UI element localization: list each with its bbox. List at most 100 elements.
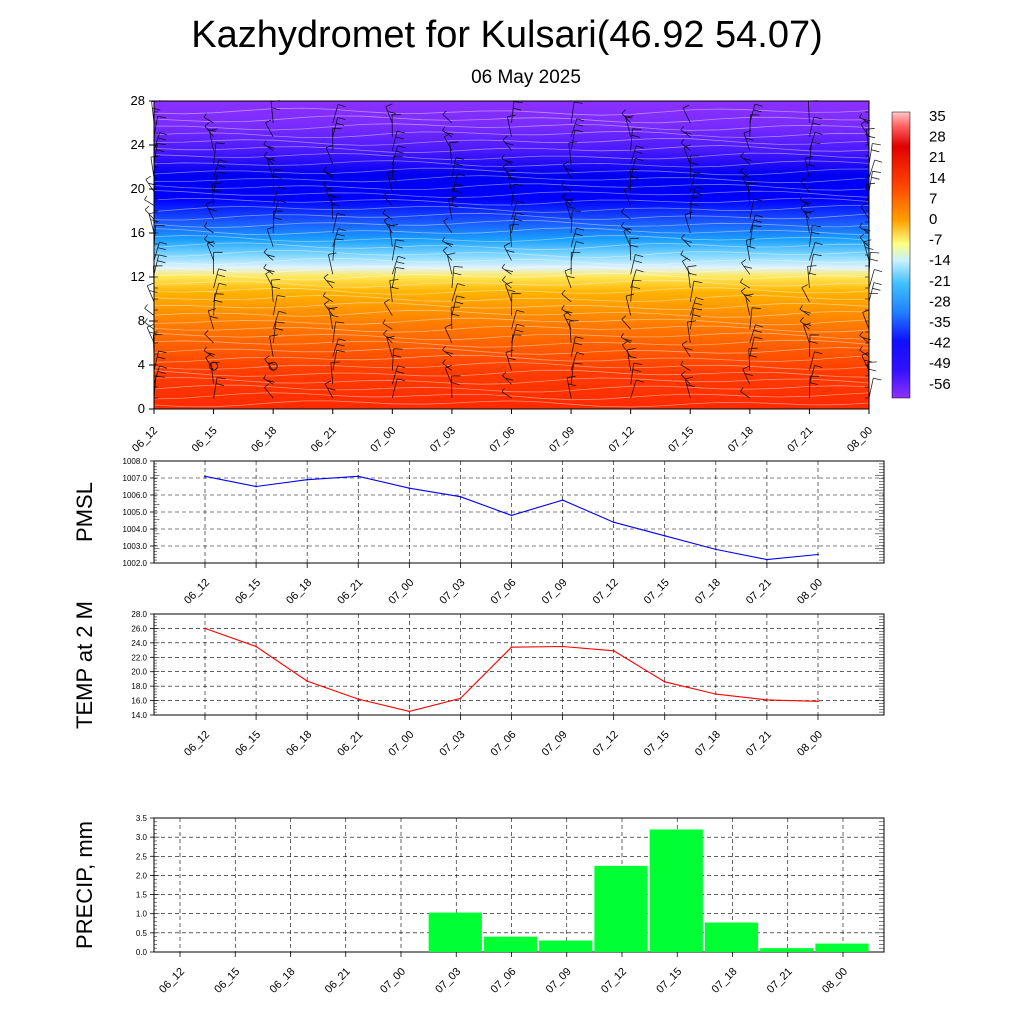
wind-barb [620,221,633,234]
wind-barb [383,329,395,344]
wind-barb [265,270,274,289]
wind-barb [383,298,393,316]
wind-barb [860,120,870,138]
data-point [766,698,768,701]
wind-barb [386,170,397,192]
data-point [204,627,206,630]
wind-barb [442,236,454,248]
wind-barb [868,170,881,192]
y-tick-label: 2.5 [136,852,148,861]
wind-barb [146,324,158,344]
wind-barb [570,352,585,371]
colorbar-label: -42 [929,335,951,352]
wind-barb [749,214,764,234]
wind-barb [749,307,761,330]
x-tick-label: 07_12 [599,966,629,996]
wind-barb [749,225,762,247]
y-tick-label: 26.0 [131,624,147,633]
wind-barb [680,250,691,261]
isotherm-line [153,369,870,378]
isotherm-line [153,137,870,146]
wind-barb [385,103,396,124]
wind-barb [621,109,633,124]
x-tick-label: 07_18 [726,425,756,455]
wind-barb [153,132,168,151]
colorbar [891,111,911,399]
colorbar-label: -14 [929,252,951,269]
wind-barb [630,145,644,165]
wind-barb [749,103,763,124]
x-tick-label: 07_18 [693,729,723,759]
wind-barb [322,180,334,193]
wind-barb [566,375,577,399]
wind-barb [809,242,823,261]
colorbar-label: -28 [929,293,951,310]
data-point [510,646,513,649]
wind-barb [265,119,274,137]
x-tick-label: 07_12 [607,425,637,455]
wind-barb [630,128,642,151]
wind-barb [681,340,693,358]
wind-barb [322,291,334,303]
chart-date: 06 May 2025 [471,67,581,88]
wind-barb [451,184,464,206]
x-tick-label: 06_21 [323,966,353,996]
y-axis-label: PRECIP, mm [72,821,97,949]
wind-barb [444,324,453,344]
y-tick-label: 14.0 [131,711,147,720]
colorbar-label: -7 [929,232,942,249]
wind-barb [263,140,275,151]
wind-barb [561,289,572,303]
wind-barb [451,295,465,316]
data-point [306,680,309,682]
x-tick-label: 07_15 [642,729,672,759]
wind-barb [809,131,823,151]
wind-barb [684,376,695,399]
colorbar-label: 21 [929,149,946,166]
wind-barb [859,233,870,248]
wind-barb [443,133,453,151]
wind-barb [330,361,340,385]
x-tick-label: 07_03 [428,425,458,455]
wind-barbs [144,100,883,399]
wind-barb [144,195,155,206]
x-tick-label: 06_18 [284,577,314,607]
wind-barb [684,211,693,234]
wind-barb [501,387,512,399]
y-tick-label: 12 [131,269,145,284]
isotherm-line [153,107,870,116]
wind-barb [451,375,461,399]
wind-barb [382,319,393,330]
wind-barb [630,379,644,399]
x-tick-label: 06_12 [182,577,212,607]
y-tick-label: 0.0 [136,948,148,957]
wind-barb [809,225,821,247]
isotherm-line [153,279,870,288]
wind-barb [629,237,639,261]
wind-barb [741,259,752,275]
wind-barb [742,365,753,385]
wind-barb [391,348,403,371]
wind-barb [630,158,644,179]
wind-barb [325,144,334,165]
x-tick-label: 07_09 [540,729,570,759]
y-tick-label: 18.0 [131,682,147,691]
wind-barb [323,166,335,179]
wind-barb [382,209,393,220]
wind-barb [511,293,521,316]
wind-barb [443,217,453,234]
y-tick-label: 2.0 [136,871,148,880]
isotherm-line [153,145,870,153]
wind-barb [740,387,751,399]
wind-barb [809,142,821,165]
wind-barb [568,141,578,165]
x-tick-label: 07_12 [591,729,621,759]
precip-bar [649,829,703,952]
y-tick-label: 1005.0 [123,508,148,517]
wind-barb [213,251,223,275]
cross-section-y-axis: 0 4 8 12 16 20 24 28 [131,93,869,416]
wind-barb [444,365,453,385]
wind-barb [689,186,704,206]
wind-barb [570,241,584,261]
x-tick-label: 07_03 [433,966,463,996]
